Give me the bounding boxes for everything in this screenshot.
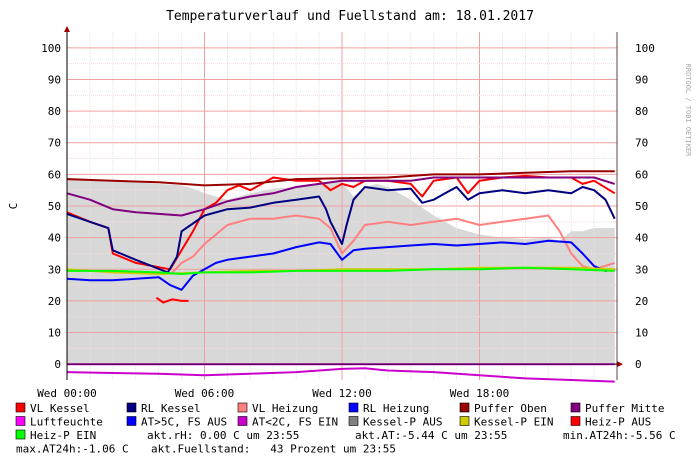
legend-label: VL Heizung (252, 402, 318, 415)
x-axis-arrow (617, 361, 623, 368)
x-tick-label: Wed 06:00 (175, 387, 235, 400)
y-tick-label-right: 80 (635, 105, 648, 118)
series-line-puffer-mitte (66, 176, 615, 217)
chart-title: Temperaturverlauf und Fuellstand am: 18.… (166, 9, 534, 24)
status-text: min.AT24h:-5.56 C (563, 429, 676, 442)
y-tick-label-right: 0 (635, 358, 642, 371)
legend-label: RL Kessel (141, 402, 201, 415)
legend-label: Heiz-P EIN (30, 429, 96, 442)
y-tick-label-right: 60 (635, 168, 648, 181)
series-line-rl-heizung (66, 239, 615, 291)
status-text: akt.AT:-5.44 C um 23:55 (355, 429, 507, 442)
legend-swatch (459, 416, 470, 426)
y-tick-label-right: 20 (635, 295, 648, 308)
y-tick-label: 40 (48, 232, 61, 245)
y-tick-label: 10 (48, 327, 61, 340)
y-tick-label-right: 70 (635, 137, 648, 150)
series-line-heiz-p-aus (155, 296, 189, 304)
y-tick-label: 80 (48, 105, 61, 118)
legend-label: Puffer Oben (474, 402, 547, 415)
y-tick-label-right: 90 (635, 73, 648, 86)
y-tick-label-right: 50 (635, 200, 648, 213)
legend-label: Heiz-P AUS (585, 416, 651, 429)
legend-swatch (348, 416, 359, 426)
legend-swatch (15, 416, 26, 426)
legend-label: Kessel-P EIN (474, 416, 553, 429)
y-axis-label: C (7, 203, 20, 210)
series-line-at-2c-fs-ein (66, 367, 615, 383)
legend-swatch (237, 416, 248, 426)
legend-label: Luftfeuchte (30, 416, 103, 429)
y-tick-label-right: 10 (635, 327, 648, 340)
status-text: akt.Fuellstand: 43 Prozent um 23:55 (151, 443, 396, 456)
y-axis-arrow (64, 26, 70, 32)
legend-label: AT>5C, FS AUS (141, 416, 227, 429)
watermark: RRDTOOL / TOBI OETIKER (684, 64, 692, 158)
legend-swatch (459, 402, 470, 413)
x-tick-label: Wed 18:00 (450, 387, 510, 400)
series-line-rl-kessel (66, 186, 616, 274)
y-tick-label: 50 (48, 200, 61, 213)
y-tick-label: 60 (48, 168, 61, 181)
legend-swatch (570, 402, 581, 413)
y-tick-label: 100 (41, 42, 61, 55)
legend-swatch (570, 416, 581, 426)
series-line-vl-heizung (171, 214, 615, 274)
legend-swatch (126, 402, 137, 413)
status-text: max.AT24h:-1.06 C (16, 443, 129, 456)
series-line-heiz-p-ein (67, 266, 615, 275)
series-line-puffer-oben (66, 170, 615, 187)
y-tick-label-right: 40 (635, 232, 648, 245)
legend-label: Kessel-P AUS (363, 416, 442, 429)
x-tick-label: Wed 00:00 (37, 387, 97, 400)
y-tick-label: 90 (48, 73, 61, 86)
status-text: akt.rH: 0.00 C um 23:55 (147, 429, 299, 442)
y-tick-label: 30 (48, 263, 61, 276)
legend-label: VL Kessel (30, 402, 90, 415)
legend-swatch (126, 416, 137, 426)
legend-swatch (15, 402, 26, 413)
legend-label: RL Heizung (363, 402, 429, 415)
y-tick-label: 0 (54, 358, 61, 371)
legend-swatch (348, 402, 359, 413)
y-tick-label: 20 (48, 295, 61, 308)
legend-swatch (15, 429, 26, 440)
x-tick-label: Wed 12:00 (312, 387, 372, 400)
y-tick-label: 70 (48, 137, 61, 150)
legend-label: AT<2C, FS EIN (252, 416, 338, 429)
legend-swatch (237, 402, 248, 413)
legend-label: Puffer Mitte (585, 402, 664, 415)
y-tick-label-right: 30 (635, 263, 648, 276)
y-tick-label-right: 100 (635, 42, 655, 55)
